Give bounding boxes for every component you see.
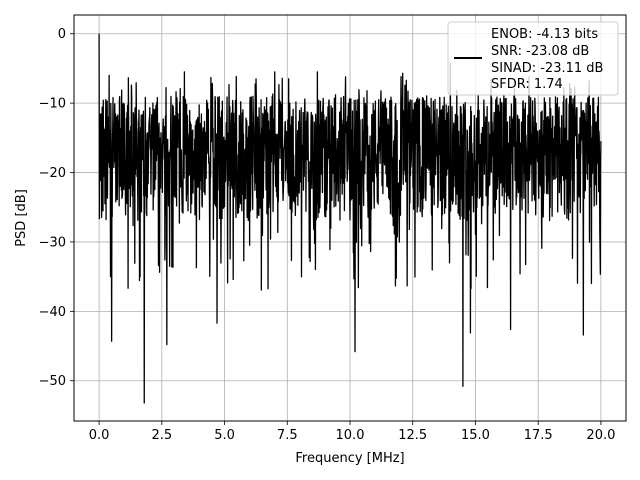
y-tick-label: 0 bbox=[58, 27, 66, 42]
x-tick-label: 10.0 bbox=[336, 428, 365, 443]
x-tick-label: 15.0 bbox=[461, 428, 490, 443]
psd-series-line bbox=[98, 33, 602, 404]
legend-sfdr: SFDR: 1.74 bbox=[491, 77, 563, 92]
x-tick-label: 20.0 bbox=[586, 428, 615, 443]
legend-box bbox=[447, 21, 619, 96]
ticks: 0.0 2.5 5.0 7.5 10.0 12.5 15.0 17.5 20.0 0 −10 −20 −… bbox=[39, 27, 616, 443]
y-tick-label: −50 bbox=[39, 374, 66, 389]
y-tick-label: −10 bbox=[39, 97, 66, 112]
x-tick-label: 2.5 bbox=[151, 428, 172, 443]
legend: ENOB: -4.13 bits SNR: -23.08 dB SINAD: -… bbox=[447, 21, 619, 96]
x-tick-label: 17.5 bbox=[524, 428, 553, 443]
x-tick-label: 7.5 bbox=[277, 428, 298, 443]
plot-area bbox=[98, 33, 602, 404]
legend-snr: SNR: -23.08 dB bbox=[491, 44, 589, 59]
y-tick-label: −40 bbox=[39, 305, 66, 320]
legend-enob: ENOB: -4.13 bits bbox=[491, 27, 598, 42]
x-tick-label: 5.0 bbox=[214, 428, 235, 443]
x-tick-label: 0.0 bbox=[89, 428, 110, 443]
y-tick-label: −20 bbox=[39, 166, 66, 181]
legend-sinad: SINAD: -23.11 dB bbox=[491, 61, 603, 76]
y-axis-label: PSD [dB] bbox=[14, 189, 29, 247]
x-axis-label: Frequency [MHz] bbox=[295, 451, 404, 466]
x-tick-label: 12.5 bbox=[398, 428, 427, 443]
y-tick-label: −30 bbox=[39, 235, 66, 250]
